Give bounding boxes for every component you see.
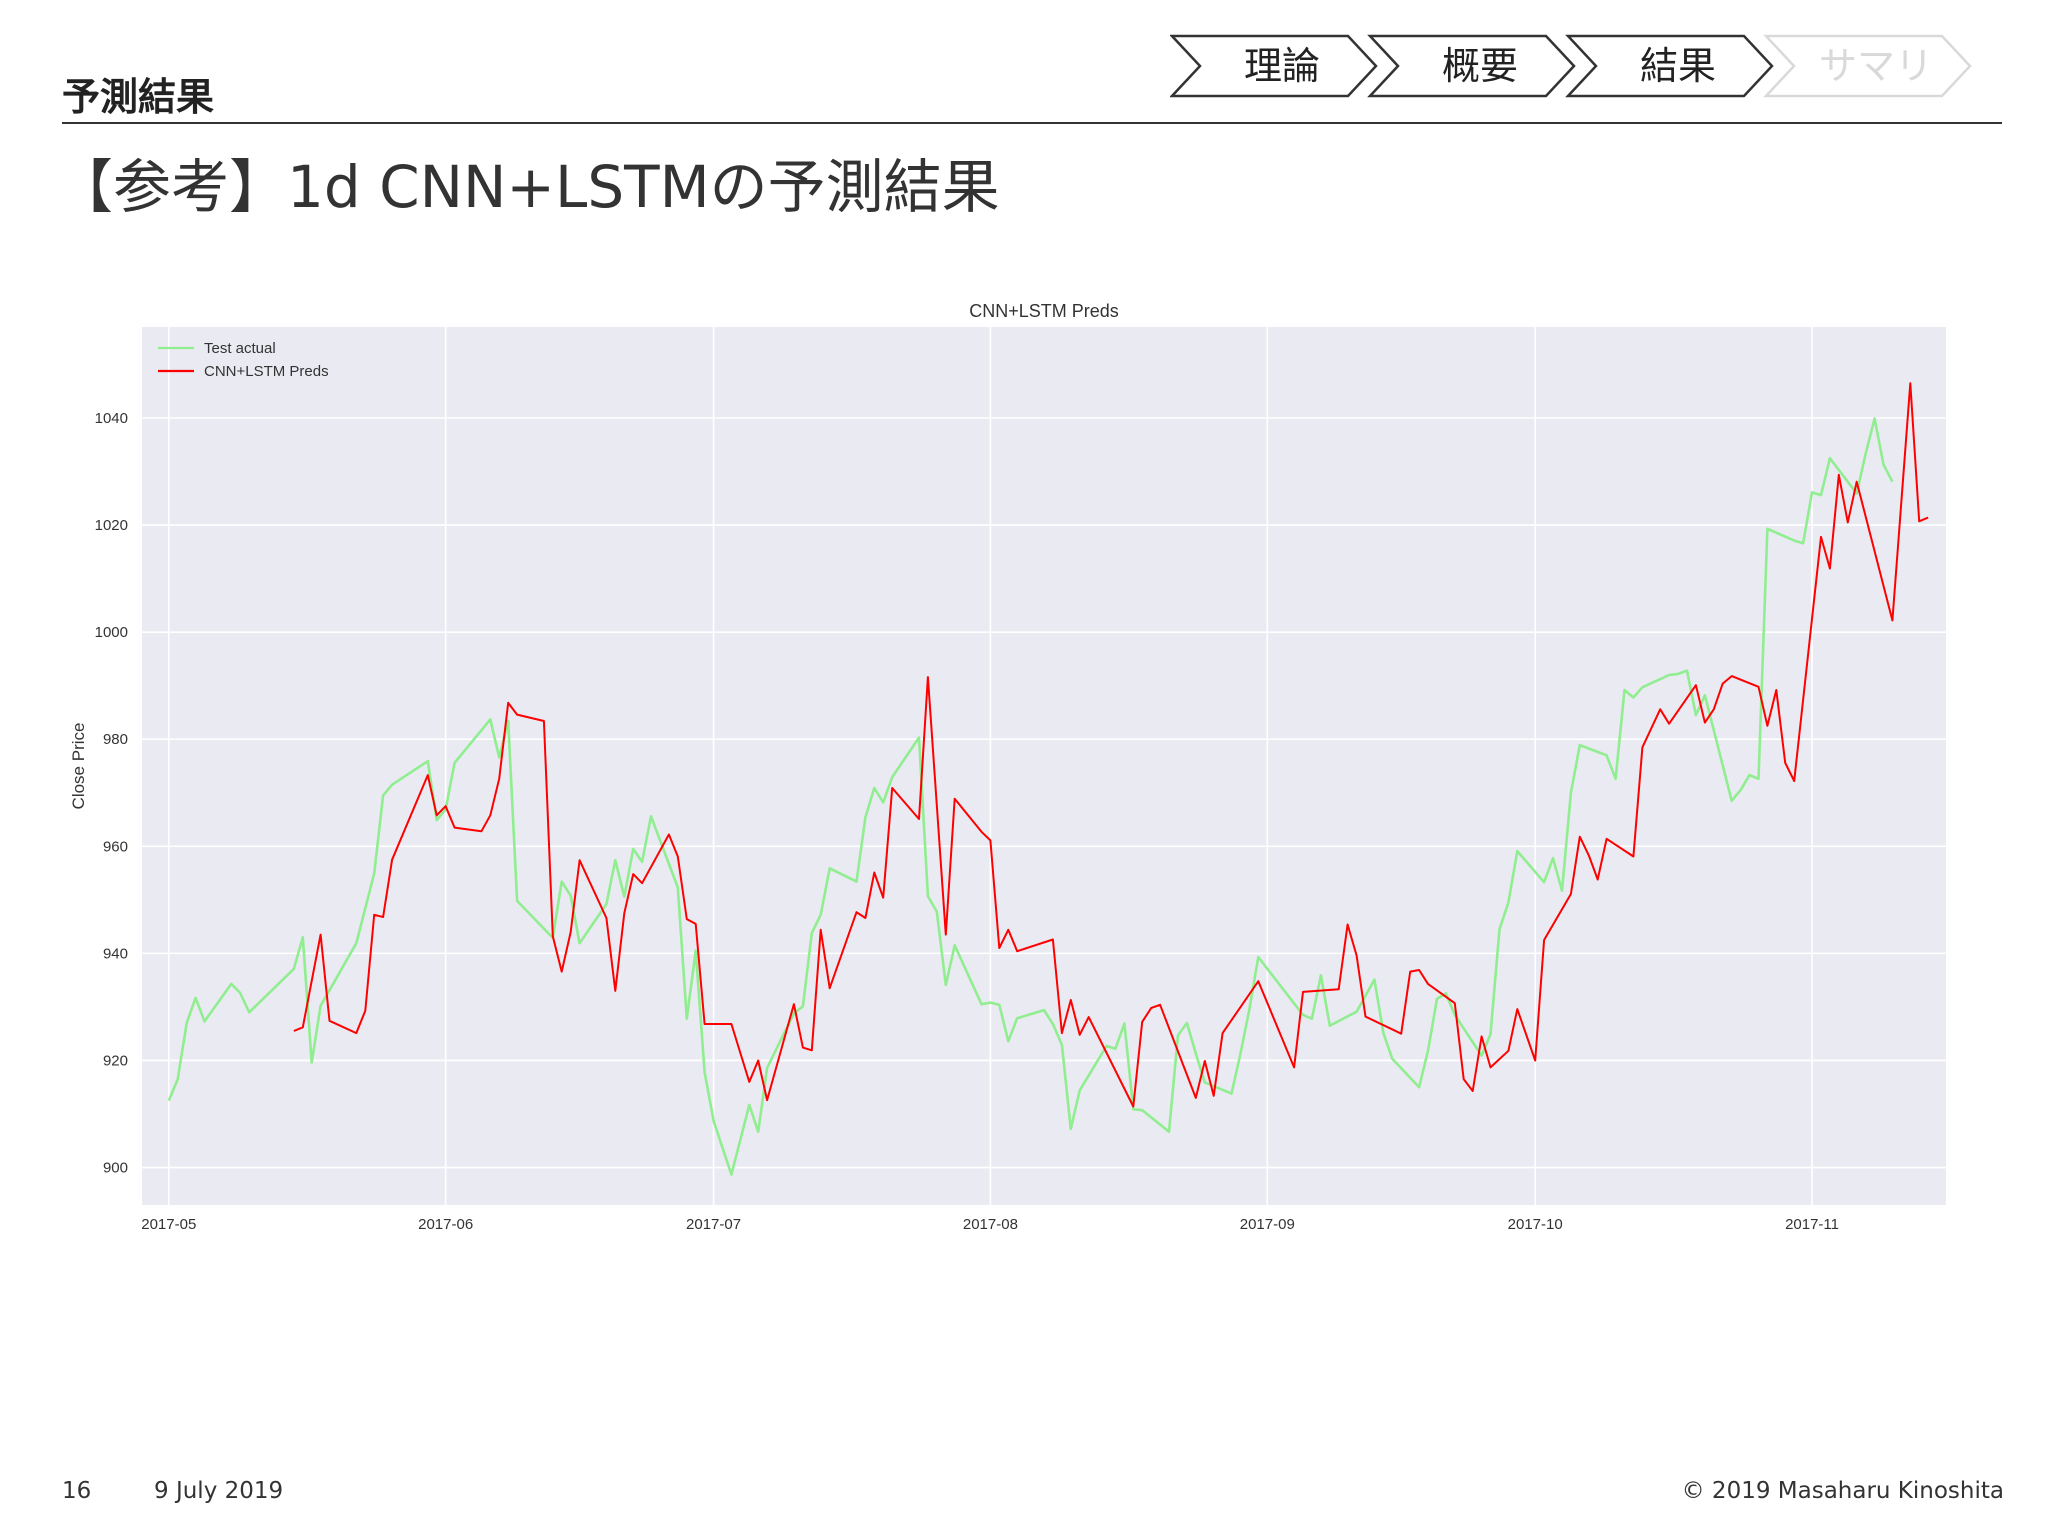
y-tick-label: 1020 xyxy=(95,517,128,534)
y-tick-label: 980 xyxy=(103,731,128,748)
series-line-cnn-lstm-preds xyxy=(293,382,1929,1108)
header-divider xyxy=(62,122,2002,124)
chart-title: CNN+LSTM Preds xyxy=(969,301,1119,321)
y-tick-label: 960 xyxy=(103,838,128,855)
y-tick-label: 920 xyxy=(103,1052,128,1069)
legend-label: CNN+LSTM Preds xyxy=(204,363,329,380)
y-tick-label: 900 xyxy=(103,1160,128,1177)
breadcrumb-step-label[interactable]: 結果 xyxy=(1639,44,1716,88)
y-tick-label: 1000 xyxy=(95,624,128,641)
breadcrumb: 理論 概要 結果 サマリ xyxy=(1170,34,2010,98)
plot-area xyxy=(142,327,1946,1205)
footer-date: 9 July 2019 xyxy=(154,1478,284,1504)
footer-copyright: © 2019 Masaharu Kinoshita xyxy=(1681,1478,2004,1504)
x-tick-label: 2017-05 xyxy=(141,1216,196,1233)
breadcrumb-step-shape xyxy=(1170,34,1378,98)
breadcrumb-step-label[interactable]: 理論 xyxy=(1243,44,1320,88)
y-axis-label: Close Price xyxy=(69,723,88,810)
breadcrumb-step-shape xyxy=(1565,34,1774,98)
x-tick-label: 2017-11 xyxy=(1785,1216,1839,1233)
chart: 900 920 940 960 980 1000 1020 1040 2017-05 2017-0… xyxy=(60,290,2000,1264)
breadcrumb-step-shape xyxy=(1763,34,1972,98)
breadcrumb-step-label[interactable]: サマリ xyxy=(1818,44,1933,88)
chart-svg: 900 920 940 960 980 1000 1020 1040 2017-05 2017-0… xyxy=(69,301,1946,1233)
breadcrumb-step-label[interactable]: 概要 xyxy=(1441,44,1518,88)
breadcrumb-step-shape xyxy=(1367,34,1576,98)
x-tick-label: 2017-08 xyxy=(963,1216,1018,1233)
slide-title: 【参考】1d CNN+LSTMの予測結果 xyxy=(55,153,1000,221)
x-tick-label: 2017-09 xyxy=(1240,1216,1295,1233)
x-tick-label: 2017-10 xyxy=(1508,1216,1563,1233)
y-tick-label: 1040 xyxy=(95,410,128,427)
breadcrumb-arrows xyxy=(1170,34,1972,98)
x-tick-label: 2017-06 xyxy=(418,1216,473,1233)
x-tick-label: 2017-07 xyxy=(686,1216,741,1233)
section-label: 予測結果 xyxy=(62,75,215,119)
legend-label: Test actual xyxy=(204,340,276,357)
y-tick-label: 940 xyxy=(103,945,128,962)
page-number: 16 xyxy=(62,1478,92,1504)
